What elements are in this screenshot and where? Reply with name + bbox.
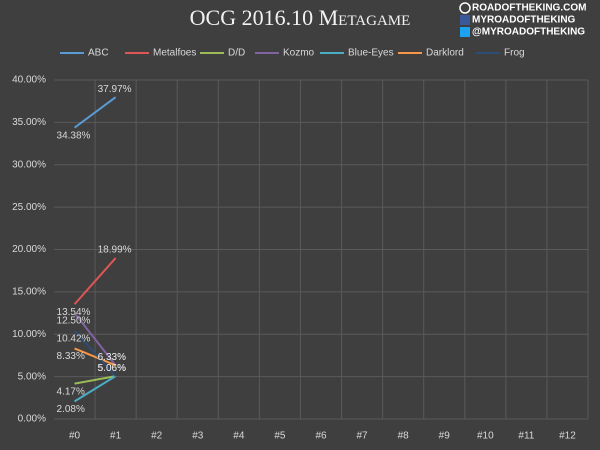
data-label: 6.33% [98, 352, 126, 363]
y-tick-label: 25.00% [12, 202, 46, 213]
data-label: 34.38% [57, 130, 91, 141]
y-tick-label: 10.00% [12, 329, 46, 340]
watermark: @MYROADOFTHEKING [472, 27, 585, 38]
y-tick-label: 5.00% [18, 371, 46, 382]
series-line [73, 312, 117, 366]
data-label: 5.06% [98, 363, 126, 374]
series-line [74, 375, 117, 403]
legend-label: Metalfoes [153, 48, 196, 59]
facebook-icon [460, 15, 470, 25]
legend-label: ABC [88, 48, 109, 59]
y-tick-label: 30.00% [12, 159, 46, 170]
watermark: MYROADOFTHEKING [472, 15, 576, 26]
y-tick-label: 40.00% [12, 75, 46, 86]
series-line [73, 96, 117, 129]
data-label: 37.97% [98, 84, 132, 95]
chart-title: OCG 2016.10 Metagame [190, 5, 411, 30]
data-label: 8.33% [57, 351, 85, 362]
data-label: 5.06% [98, 363, 126, 374]
y-tick-label: 20.00% [12, 244, 46, 255]
x-tick-label: #11 [518, 431, 534, 442]
x-tick-label: #4 [233, 431, 245, 442]
x-tick-label: #12 [559, 431, 576, 442]
y-tick-label: 35.00% [12, 117, 46, 128]
data-label: 10.42% [57, 333, 91, 344]
data-label: 6.33% [98, 352, 126, 363]
data-label: 2.08% [57, 404, 85, 415]
data-label: 18.99% [98, 245, 132, 256]
x-tick-label: #6 [315, 431, 327, 442]
x-tick-label: #0 [69, 431, 81, 442]
x-tick-label: #5 [274, 431, 286, 442]
x-tick-label: #3 [192, 431, 204, 442]
series-line [73, 330, 117, 377]
legend-label: D/D [228, 48, 245, 59]
y-tick-label: 15.00% [12, 287, 46, 298]
y-tick-label: 0.00% [18, 414, 46, 425]
legend-label: Darklord [426, 48, 464, 59]
series-line [74, 347, 116, 367]
twitter-icon [460, 27, 470, 37]
logo-icon [459, 2, 471, 14]
x-tick-label: #10 [477, 431, 494, 442]
x-tick-label: #8 [398, 431, 410, 442]
legend-label: Blue-Eyes [348, 48, 394, 59]
data-label: 4.17% [57, 386, 85, 397]
x-tick-label: #1 [110, 431, 122, 442]
data-label: 12.50% [57, 316, 91, 327]
x-tick-label: #7 [357, 431, 369, 442]
legend-label: Frog [504, 48, 525, 59]
x-tick-label: #9 [439, 431, 451, 442]
legend-label: Kozmo [283, 48, 315, 59]
series-line [73, 257, 117, 305]
watermark: ROADOFTHEKING.COM [472, 3, 586, 14]
data-label: 5.06% [98, 363, 126, 374]
series-line [74, 375, 116, 385]
x-tick-label: #2 [151, 431, 163, 442]
data-label: 13.54% [57, 307, 91, 318]
